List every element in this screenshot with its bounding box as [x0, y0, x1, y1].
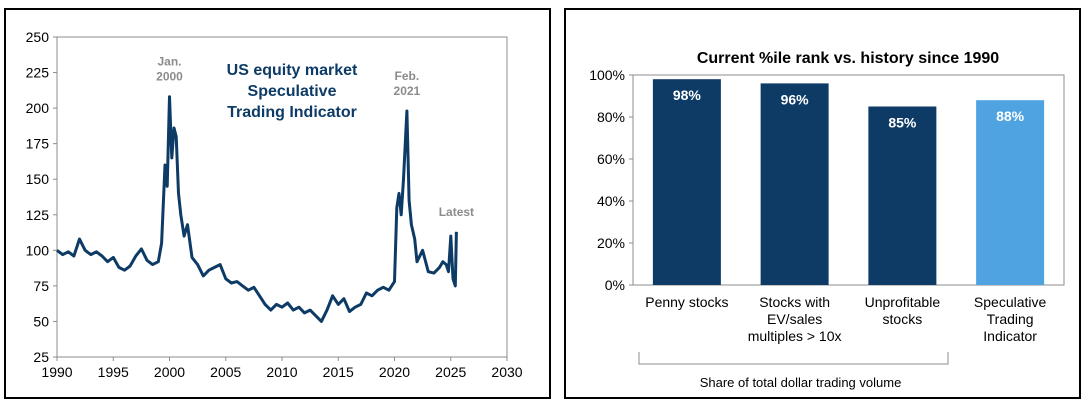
speculative-indicator-line-chart: 25 50 75 100 125 150 175 200 225 250 1990 1995 2000 2…: [26, 29, 523, 380]
x-tick-label: 2015: [323, 364, 354, 380]
bar-value-label: 96%: [781, 91, 810, 107]
bar-value-label: 85%: [888, 115, 917, 131]
y-tick-label: 225: [26, 65, 50, 81]
y-tick-label: 60%: [597, 151, 625, 167]
x-tick-label: 2020: [379, 364, 410, 380]
indicator-series-line: [56, 95, 458, 323]
x-tick-label: 1995: [98, 364, 129, 380]
category-label: stocks: [883, 311, 923, 327]
chart-title-line: Trading Indicator: [227, 104, 357, 121]
chart-title-line: Speculative: [248, 83, 337, 100]
bar: [760, 83, 829, 286]
chart-title-line: US equity market: [227, 62, 358, 79]
annotation-label: Feb.: [395, 69, 420, 83]
y-tick-label: 0%: [605, 277, 625, 293]
chart-title: Current %ile rank vs. history since 1990: [697, 50, 999, 67]
plot-frame: [632, 74, 1065, 286]
bar-value-label: 98%: [673, 87, 702, 103]
y-tick-label: 20%: [597, 235, 625, 251]
percentile-rank-bar-chart: Current %ile rank vs. history since 1990…: [589, 50, 1065, 390]
bar-value-label: 88%: [996, 108, 1025, 124]
right-chart-panel: Current %ile rank vs. history since 1990…: [564, 8, 1081, 399]
category-label: Trading: [987, 311, 1034, 327]
category-label: multiples > 10x: [748, 328, 842, 344]
x-tick-label: 2005: [210, 364, 241, 380]
category-label: EV/sales: [767, 311, 822, 327]
y-tick-label: 200: [26, 100, 50, 116]
x-tick-label: 2030: [491, 364, 522, 380]
bar: [652, 79, 721, 285]
x-tick-label: 2010: [266, 364, 297, 380]
category-label: Unprofitable: [865, 294, 941, 310]
y-tick-label: 100: [26, 242, 50, 258]
x-tick-label: 2025: [435, 364, 466, 380]
category-label: Penny stocks: [645, 294, 728, 310]
y-tick-label: 125: [26, 207, 50, 223]
x-tick-label: 1990: [41, 364, 72, 380]
x-tick-label: 2000: [154, 364, 185, 380]
y-tick-label: 100%: [589, 67, 625, 83]
y-tick-label: 80%: [597, 109, 625, 125]
y-tick-label: 50: [33, 313, 49, 329]
category-label: Speculative: [974, 294, 1047, 310]
y-tick-label: 25: [33, 349, 49, 365]
group-label: Share of total dollar trading volume: [700, 375, 902, 390]
category-label: Stocks with: [759, 294, 830, 310]
y-tick-label: 150: [26, 171, 50, 187]
bar: [976, 100, 1045, 285]
annotation-label: 2000: [156, 70, 183, 84]
left-chart-panel: 25 50 75 100 125 150 175 200 225 250 1990 1995 2000 2…: [4, 8, 551, 399]
category-label: Indicator: [983, 328, 1037, 344]
y-tick-label: 175: [26, 136, 50, 152]
annotation-label: Latest: [439, 205, 474, 219]
y-tick-label: 40%: [597, 193, 625, 209]
annotation-label: 2021: [394, 84, 421, 98]
y-tick-label: 75: [33, 278, 49, 294]
annotation-label: Jan.: [157, 55, 181, 69]
bar: [868, 106, 937, 285]
y-tick-label: 250: [26, 29, 50, 45]
group-bracket: [638, 352, 949, 365]
